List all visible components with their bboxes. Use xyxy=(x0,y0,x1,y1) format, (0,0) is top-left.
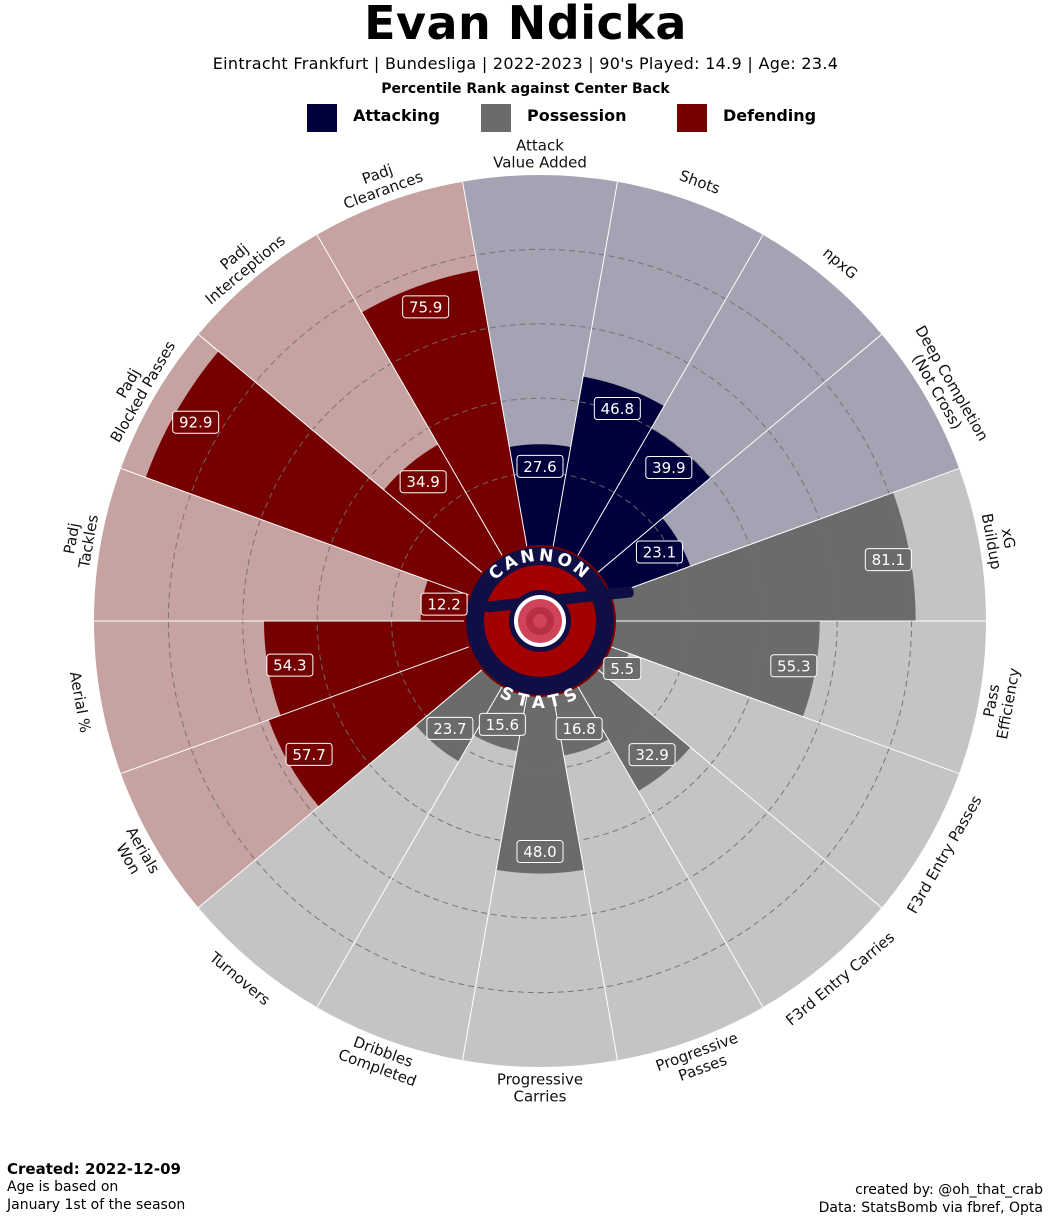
sector-divider xyxy=(552,693,618,1061)
value-label-padj-clearances: 75.9 xyxy=(402,295,450,319)
background-sector-progressive-passes xyxy=(552,685,763,1061)
bar-shots xyxy=(552,376,665,557)
value-label-pass-efficiency: 55.3 xyxy=(770,654,818,678)
value-label-f3rd-entry-passes: 5.5 xyxy=(603,657,642,680)
category-label-pass-efficiency: PassEfficiency xyxy=(976,663,1023,740)
value-label-xg-buildup: 81.1 xyxy=(864,548,912,572)
svg-text:92.9: 92.9 xyxy=(179,414,212,432)
value-label-npxg: 39.9 xyxy=(645,455,693,479)
sector-dividers xyxy=(94,181,986,1061)
data-source-text: Data: StatsBomb via fbref, Opta xyxy=(818,1200,1043,1216)
footer-left: Created: 2022-12-09 Age is based on Janu… xyxy=(7,1160,185,1214)
category-label-npxg: npxG xyxy=(819,244,861,283)
svg-text:5.5: 5.5 xyxy=(610,660,634,678)
background-sector-dribbles-completed xyxy=(317,685,528,1061)
player-name-title: Evan Ndicka xyxy=(364,0,687,50)
value-label-dribbles-completed: 15.6 xyxy=(478,712,526,736)
svg-text:46.8: 46.8 xyxy=(601,400,634,418)
svg-text:48.0: 48.0 xyxy=(523,843,556,861)
sector-divider xyxy=(596,333,882,574)
background-sector-f3rd-entry-passes xyxy=(596,646,960,908)
category-label-aerial: Aerial % xyxy=(66,670,94,734)
value-label-progressive-passes: 16.8 xyxy=(555,717,603,741)
age-note-line-2: January 1st of the season xyxy=(7,1197,186,1213)
sector-divider xyxy=(198,668,484,909)
legend: Attacking Possession Defending xyxy=(0,104,1051,134)
svg-text:57.7: 57.7 xyxy=(292,746,325,764)
sector-divider xyxy=(120,467,471,597)
value-label-aerials-won: 57.7 xyxy=(285,742,333,766)
sector-divider xyxy=(596,668,882,909)
sector-divider xyxy=(576,684,764,1008)
bar-progressive-carries xyxy=(496,693,584,874)
age-note-line-1: Age is based on xyxy=(7,1179,119,1195)
sector-divider xyxy=(198,333,484,574)
sector-divider xyxy=(462,181,528,549)
bar-xg-buildup xyxy=(609,492,916,621)
legend-swatch-attacking xyxy=(307,104,337,132)
svg-text:39.9: 39.9 xyxy=(652,459,685,477)
category-label-progressive-carries: Progressive Carries xyxy=(497,1071,583,1106)
category-label-shots: Shots xyxy=(677,167,723,198)
value-label-attack-value-added: 27.6 xyxy=(516,454,564,478)
cannon-stats-logo: CANNON STATS xyxy=(464,545,634,713)
sector-divider xyxy=(609,645,960,775)
background-sector-deep-completion-not-cross xyxy=(596,334,960,596)
bar-pass-efficiency xyxy=(609,621,820,717)
svg-text:32.9: 32.9 xyxy=(635,746,668,764)
value-labels: 27.6 46.8 39.9 23.1 81.1 55.3 5.5 32.9 16.8 48.0 1… xyxy=(172,295,912,864)
svg-text:75.9: 75.9 xyxy=(409,298,442,316)
sector-divider xyxy=(462,693,528,1061)
value-label-deep-completion-not-cross: 23.1 xyxy=(635,540,683,564)
category-label-attack-value-added: Attack Value Added xyxy=(493,137,587,172)
sector-divider xyxy=(120,645,471,775)
bar-padj-clearances xyxy=(361,270,528,557)
value-label-progressive-carries: 48.0 xyxy=(516,840,564,864)
credit-text: created by: @oh_that_crab xyxy=(855,1182,1043,1198)
bar-padj-blocked-passes xyxy=(145,351,484,596)
background-sector-turnovers xyxy=(198,668,503,1008)
value-label-padj-interceptions: 34.9 xyxy=(399,470,447,494)
svg-text:15.6: 15.6 xyxy=(486,716,519,734)
legend-label-possession: Possession xyxy=(527,106,627,125)
svg-text:12.2: 12.2 xyxy=(427,596,460,614)
value-label-aerial: 54.3 xyxy=(266,653,314,677)
sector-divider xyxy=(609,467,960,597)
background-sector-attack-value-added xyxy=(462,174,618,549)
svg-text:23.7: 23.7 xyxy=(433,720,466,738)
percentile-subheading: Percentile Rank against Center Back xyxy=(381,81,670,97)
category-label-xg-buildup: xGBuildup xyxy=(978,509,1022,571)
value-label-shots: 46.8 xyxy=(593,397,641,421)
background-sector-progressive-carries xyxy=(462,693,618,1068)
svg-text:55.3: 55.3 xyxy=(777,657,810,675)
sector-divider xyxy=(576,234,764,558)
legend-swatch-possession xyxy=(481,104,511,132)
svg-text:23.1: 23.1 xyxy=(643,544,676,562)
legend-label-defending: Defending xyxy=(723,106,817,125)
background-sector-padj-tackles xyxy=(94,468,471,621)
svg-text:81.1: 81.1 xyxy=(872,551,905,569)
value-label-turnovers: 23.7 xyxy=(426,716,474,740)
svg-text:16.8: 16.8 xyxy=(562,720,595,738)
value-label-padj-tackles: 12.2 xyxy=(420,592,468,616)
created-date: Created: 2022-12-09 xyxy=(7,1160,181,1178)
svg-text:34.9: 34.9 xyxy=(406,473,439,491)
legend-swatch-defending xyxy=(677,104,707,132)
footer-right: created by: @oh_that_crab Data: StatsBom… xyxy=(819,1181,1043,1217)
bar-aerial xyxy=(264,621,471,716)
sector-divider xyxy=(316,234,504,558)
legend-label-attacking: Attacking xyxy=(353,106,440,125)
player-details-subtitle: Eintracht Frankfurt | Bundesliga | 2022-… xyxy=(212,54,839,73)
value-label-padj-blocked-passes: 92.9 xyxy=(172,410,220,434)
svg-text:54.3: 54.3 xyxy=(273,657,306,675)
svg-text:27.6: 27.6 xyxy=(523,458,556,476)
category-label-padj-tackles: PadjTackles xyxy=(58,510,102,570)
sector-divider xyxy=(552,181,618,549)
bar-aerials-won xyxy=(268,646,484,807)
value-label-f3rd-entry-carries: 32.9 xyxy=(628,743,676,767)
